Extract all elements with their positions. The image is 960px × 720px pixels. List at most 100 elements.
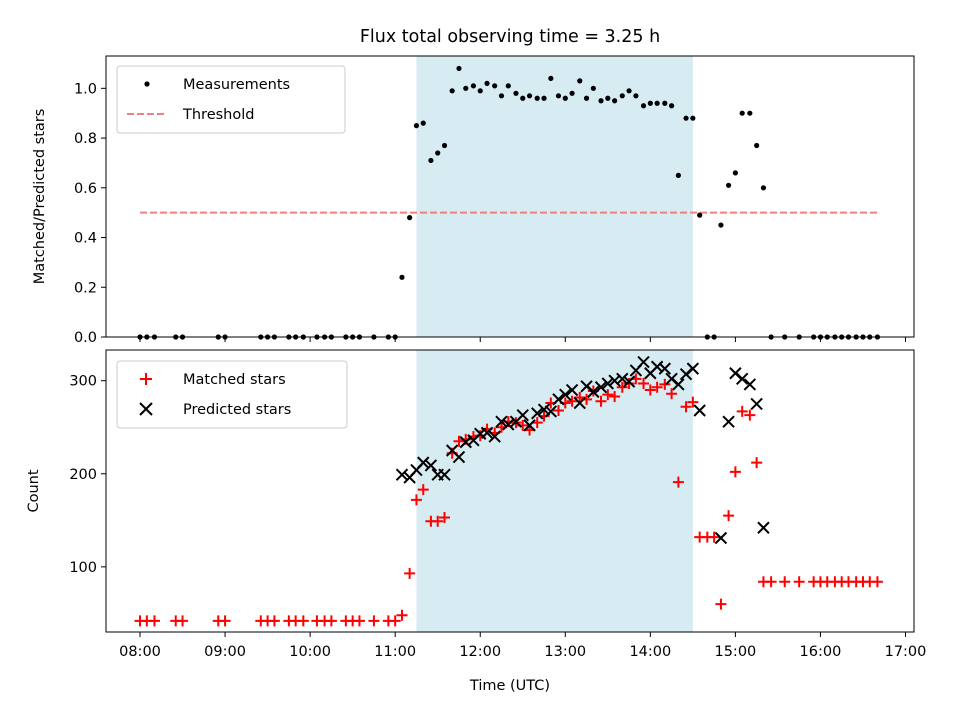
predicted-star-point (757, 521, 770, 534)
matched-star-point (396, 609, 408, 621)
bottom-legend-box (116, 360, 348, 429)
legend-matched-marker (140, 373, 152, 385)
predicted-star-point (686, 362, 700, 375)
top-legend: Measurements Threshold (116, 65, 346, 134)
bottom-axes-frame (105, 349, 915, 633)
bottom-x-ticks: 08:00 09:00 10:00 11:00 12:00 13:00 14:00 15:00… (119, 632, 926, 660)
predicted-star-point (650, 360, 664, 373)
matched-star-point (680, 401, 692, 413)
legend-predicted-label: Predicted stars (183, 402, 291, 418)
top-panel: 0.0 0.2 0.4 0.6 0.8 1.0 Matched/Predicted sta… (32, 55, 915, 346)
measurement-point (505, 83, 511, 89)
measurement-point (725, 182, 732, 188)
measurement-point (555, 93, 562, 99)
y-tick-label: 1.0 (74, 81, 97, 97)
matched-star-point (566, 395, 578, 407)
matched-star-point (453, 435, 465, 447)
x-tick-label: 14:00 (629, 644, 671, 660)
predicted-star-point (495, 415, 508, 428)
predicted-star-point (452, 450, 466, 464)
matched-star-point (765, 576, 777, 588)
measurement-point (605, 95, 611, 101)
measurement-point (428, 157, 434, 164)
matched-star-point (368, 615, 380, 627)
matched-star-point (793, 576, 805, 588)
matched-star-point (672, 476, 684, 488)
measurement-point (569, 90, 575, 96)
y-tick-label: 0.8 (74, 131, 97, 147)
legend-threshold-label: Threshold (182, 107, 254, 123)
predicted-star-point (552, 393, 565, 406)
matched-star-point (638, 378, 650, 390)
measurement-point (520, 95, 526, 101)
measurement-point (590, 85, 596, 91)
measurement-point (669, 103, 675, 109)
matched-star-point (644, 384, 656, 396)
legend-measurements-marker (144, 81, 150, 87)
measurement-point (683, 115, 689, 121)
predicted-star-point (616, 372, 629, 386)
top-observing-window (416, 56, 693, 337)
y-tick-label: 0.4 (74, 231, 97, 247)
top-legend-box (116, 65, 346, 134)
predicted-star-point (693, 404, 706, 417)
measurement-point (407, 215, 413, 221)
matched-star-point (297, 615, 309, 627)
measurement-point (598, 98, 604, 104)
measurement-point (541, 95, 547, 101)
measurement-point (697, 212, 703, 218)
matched-star-point (353, 615, 365, 627)
y-tick-label: 100 (69, 560, 97, 576)
matched-star-point (729, 466, 741, 478)
matched-star-point (574, 391, 586, 403)
matched-star-point (609, 391, 621, 403)
chart-title: Flux total observing time = 3.25 h (360, 27, 660, 47)
matched-star-point (651, 381, 663, 393)
predicted-star-point (714, 531, 728, 545)
matched-star-point (708, 531, 720, 543)
matched-star-point (744, 409, 756, 421)
matched-star-point (219, 615, 231, 627)
x-tick-label: 16:00 (800, 644, 842, 660)
predicted-star-point (523, 419, 536, 432)
y-tick-label: 0.6 (74, 181, 97, 197)
matched-star-point (389, 615, 401, 627)
measurement-point (477, 88, 483, 94)
predicted-star-point (750, 397, 763, 411)
measurement-point (534, 95, 540, 101)
bottom-observing-window (416, 350, 693, 632)
predicted-star-point (587, 385, 600, 399)
measurement-point (420, 120, 426, 126)
predicted-star-point (424, 459, 438, 472)
y-tick-label: 300 (69, 374, 97, 390)
measurement-point (633, 93, 639, 99)
predicted-star-point (743, 378, 757, 391)
measurement-point (498, 93, 505, 99)
matched-star-point (736, 405, 748, 417)
matched-star-point (552, 404, 564, 416)
measurement-point (732, 170, 738, 176)
predicted-star-point (531, 407, 544, 420)
top-y-axis-label: Matched/Predicted stars (32, 109, 48, 285)
predicted-star-point (544, 405, 558, 418)
matched-star-point (268, 615, 280, 627)
matched-star-point (404, 567, 416, 579)
measurement-point (583, 95, 590, 101)
measurement-point (675, 172, 682, 178)
predicted-star-point (608, 374, 621, 387)
predicted-star-point (459, 435, 472, 449)
matched-star-point (410, 494, 422, 506)
bottom-panel: 100 200 300 08:00 09:00 10:00 11:00 12:00 13:00… (26, 349, 926, 694)
x-tick-label: 10:00 (289, 644, 331, 660)
predicted-star-point (502, 418, 515, 431)
top-y-ticks: 0.0 0.2 0.4 0.6 0.8 1.0 (74, 81, 106, 346)
predicted-star-point (395, 468, 409, 481)
measurement-point (562, 95, 568, 101)
y-tick-label: 0.0 (74, 330, 97, 346)
predicted-star-point (622, 375, 636, 388)
y-tick-label: 200 (69, 467, 97, 483)
matched-star-point (177, 615, 189, 627)
predicted-star-point (573, 396, 586, 410)
bottom-y-ticks: 100 200 300 (69, 374, 106, 576)
